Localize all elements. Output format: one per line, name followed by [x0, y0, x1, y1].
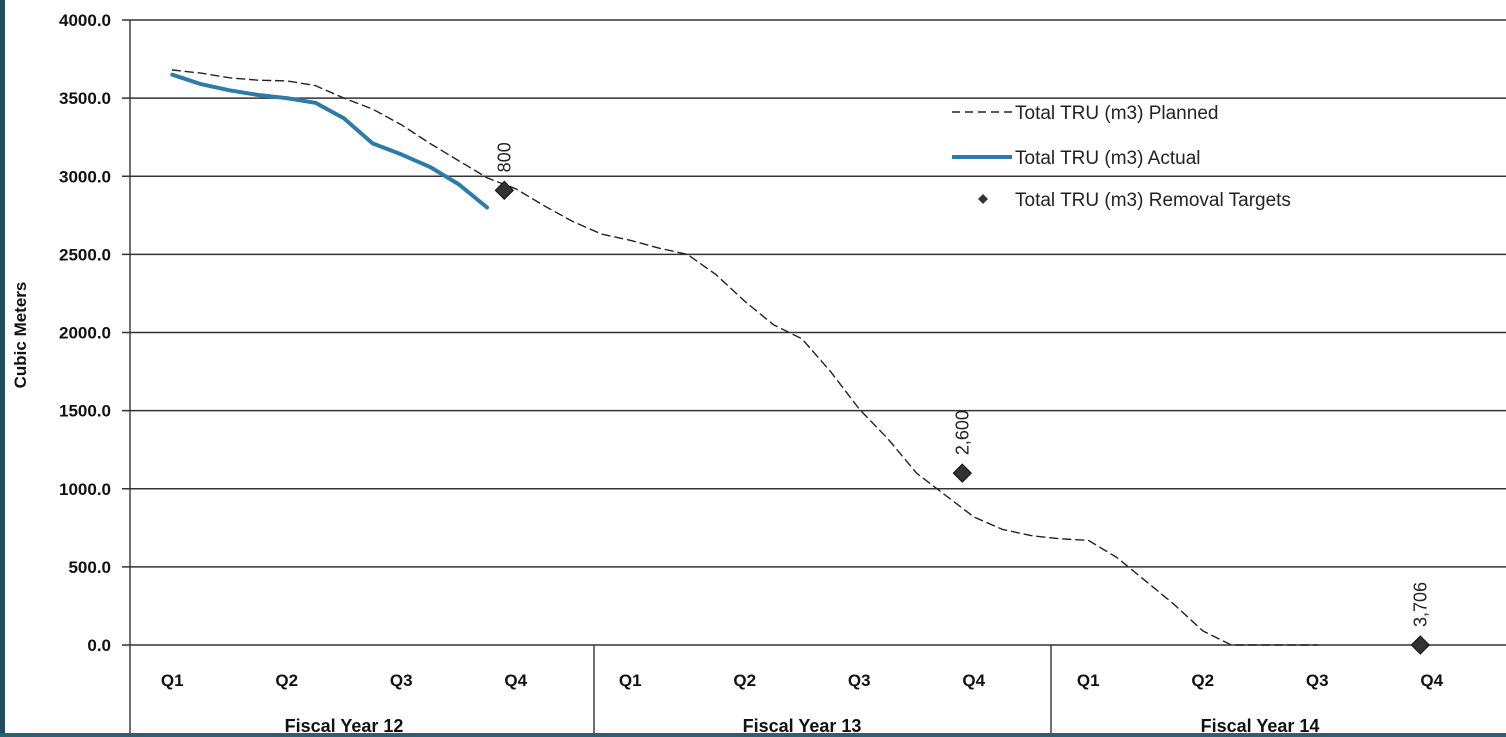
x-tick-label: Q2 [1191, 671, 1214, 690]
x-tick-label: Q3 [848, 671, 871, 690]
removal-target-label: 800 [494, 142, 514, 172]
y-tick-labels: 4000.0 3500.0 3000.0 2500.0 2000.0 1500.0 1000… [59, 11, 111, 655]
legend-entry: Total TRU (m3) Actual [1015, 148, 1200, 169]
gridlines [122, 19, 1506, 646]
x-group-label: Fiscal Year 13 [743, 716, 862, 736]
x-tick-label: Q4 [1420, 671, 1443, 690]
x-group-labels: Fiscal Year 12 Fiscal Year 13 Fiscal Year … [285, 716, 1320, 736]
removal-target-label: 3,706 [1410, 582, 1430, 627]
x-tick-label: Q4 [504, 671, 527, 690]
x-group-label: Fiscal Year 12 [285, 716, 404, 736]
y-tick-label: 2500.0 [59, 245, 111, 264]
y-tick-label: 3500.0 [59, 89, 111, 108]
y-tick-label: 3000.0 [59, 167, 111, 186]
bottom-edge-bar [0, 733, 1506, 737]
x-tick-label: Q1 [1077, 671, 1100, 690]
y-tick-label: 1000.0 [59, 480, 111, 499]
x-tick-label: Q4 [962, 671, 985, 690]
x-tick-label: Q1 [161, 671, 184, 690]
series [170, 69, 1318, 646]
x-tick-label: Q3 [1306, 671, 1329, 690]
y-tick-label: 0.0 [87, 636, 111, 655]
y-axis-title: Cubic Meters [11, 282, 30, 389]
x-tick-label: Q2 [733, 671, 756, 690]
y-tick-label: 500.0 [68, 558, 111, 577]
legend: Total TRU (m3) Planned Total TRU (m3) Act… [952, 103, 1291, 211]
series-line-actual [170, 72, 490, 210]
y-tick-label: 2000.0 [59, 324, 111, 343]
removal-target-markers: 800 2,600 3,706 [494, 142, 1431, 655]
legend-swatch-targets [978, 194, 988, 204]
left-edge-bar [0, 0, 5, 737]
removal-target-marker [494, 180, 515, 201]
legend-entry: Total TRU (m3) Removal Targets [1015, 190, 1291, 211]
x-tick-label: Q3 [390, 671, 413, 690]
removal-target-marker [1410, 635, 1431, 655]
x-group-label: Fiscal Year 14 [1201, 716, 1320, 736]
axes [129, 20, 1052, 737]
y-tick-label: 1500.0 [59, 402, 111, 421]
x-tick-label: Q1 [619, 671, 642, 690]
y-tick-label: 4000.0 [59, 11, 111, 30]
legend-entry: Total TRU (m3) Planned [1015, 103, 1218, 124]
x-tick-label: Q2 [275, 671, 298, 690]
removal-target-label: 2,600 [952, 410, 972, 455]
series-line-planned [171, 69, 1318, 646]
x-tick-labels: Q1 Q2 Q3 Q4 Q1 Q2 Q3 Q4 Q1 Q2 Q3 Q4 [161, 671, 1444, 690]
removal-target-marker [952, 463, 973, 483]
